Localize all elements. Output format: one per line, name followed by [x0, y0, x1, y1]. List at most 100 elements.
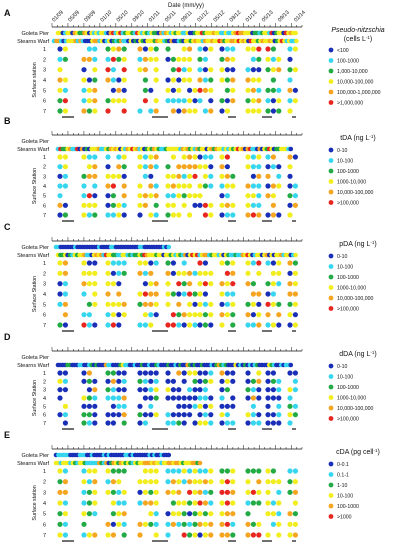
legend-swatch	[328, 189, 334, 195]
station-point	[230, 173, 236, 179]
station-point	[197, 420, 203, 426]
station-point	[110, 395, 116, 401]
station-point	[142, 164, 148, 170]
station-point	[187, 322, 193, 328]
station-point	[287, 193, 293, 199]
station-point	[192, 521, 198, 527]
station-label: 3	[43, 388, 46, 394]
station-point	[270, 202, 276, 208]
station-point	[153, 67, 159, 73]
station-point	[270, 260, 276, 266]
station-point	[292, 67, 298, 73]
station-point	[276, 500, 282, 506]
station-point	[121, 395, 127, 401]
station-point	[110, 98, 116, 104]
station-point	[250, 202, 256, 208]
station-point	[170, 202, 176, 208]
station-point	[148, 322, 154, 328]
station-point	[287, 212, 293, 218]
station-point	[256, 395, 262, 401]
station-point	[165, 87, 171, 93]
station-point	[292, 193, 298, 199]
pier-label: Stearns Warf	[17, 39, 49, 45]
station-point	[142, 500, 148, 506]
date-label: 05/12	[213, 10, 227, 24]
station-point	[86, 202, 92, 208]
station-label: 2	[43, 165, 46, 171]
station-point	[276, 312, 282, 318]
station-point	[105, 183, 111, 189]
station-point	[165, 270, 171, 276]
station-point	[219, 403, 225, 409]
station-point	[230, 270, 236, 276]
station-point	[292, 387, 298, 393]
station-point	[245, 395, 251, 401]
station-point	[170, 291, 176, 297]
station-point	[137, 521, 143, 527]
station-point	[270, 270, 276, 276]
station-point	[197, 183, 203, 189]
station-point	[197, 511, 203, 517]
station-point	[270, 412, 276, 418]
station-point	[230, 378, 236, 384]
station-point	[265, 291, 271, 297]
station-point	[250, 154, 256, 160]
station-point	[192, 378, 198, 384]
station-point	[81, 260, 87, 266]
legend-label: 10-100	[337, 265, 353, 271]
station-point	[121, 387, 127, 393]
station-point	[137, 260, 143, 266]
station-point	[287, 322, 293, 328]
station-point	[142, 260, 148, 266]
legend-title: Pseudo-nitzschia	[331, 27, 384, 34]
station-point	[224, 521, 230, 527]
station-point	[208, 312, 214, 318]
station-point	[270, 46, 276, 52]
station-point	[270, 395, 276, 401]
station-point	[181, 154, 187, 160]
station-point	[105, 46, 111, 52]
legend-label: 10,000-100,000	[337, 190, 373, 196]
station-point	[153, 511, 159, 517]
station-point	[153, 387, 159, 393]
legend-swatch	[328, 461, 334, 467]
station-point	[224, 281, 230, 287]
station-point	[153, 378, 159, 384]
station-point	[202, 521, 208, 527]
legend-swatch	[328, 295, 334, 301]
station-point	[176, 468, 182, 474]
station-label: 2	[43, 57, 46, 63]
station-point	[224, 532, 230, 538]
station-point	[110, 479, 116, 485]
station-point	[137, 322, 143, 328]
station-point	[105, 378, 111, 384]
station-point	[170, 479, 176, 485]
station-point	[148, 312, 154, 318]
station-point	[110, 77, 116, 83]
station-point	[276, 164, 282, 170]
station-point	[245, 212, 251, 218]
station-point	[219, 412, 225, 418]
station-point	[250, 468, 256, 474]
station-point	[230, 67, 236, 73]
station-point	[92, 77, 98, 83]
station-point	[202, 301, 208, 307]
station-point	[165, 412, 171, 418]
legend-label: 1,000-10,000	[337, 69, 368, 75]
station-point	[202, 468, 208, 474]
date-label: 01/14	[293, 10, 307, 24]
station-point	[219, 312, 225, 318]
station-label: 5	[43, 88, 46, 94]
station-point	[187, 212, 193, 218]
station-point	[192, 532, 198, 538]
station-point	[121, 532, 127, 538]
station-point	[276, 395, 282, 401]
station-point	[224, 312, 230, 318]
station-point	[105, 98, 111, 104]
station-point	[197, 193, 203, 199]
station-point	[287, 532, 293, 538]
station-point	[92, 56, 98, 62]
pier-point	[197, 460, 203, 466]
station-point	[202, 500, 208, 506]
station-point	[165, 420, 171, 426]
